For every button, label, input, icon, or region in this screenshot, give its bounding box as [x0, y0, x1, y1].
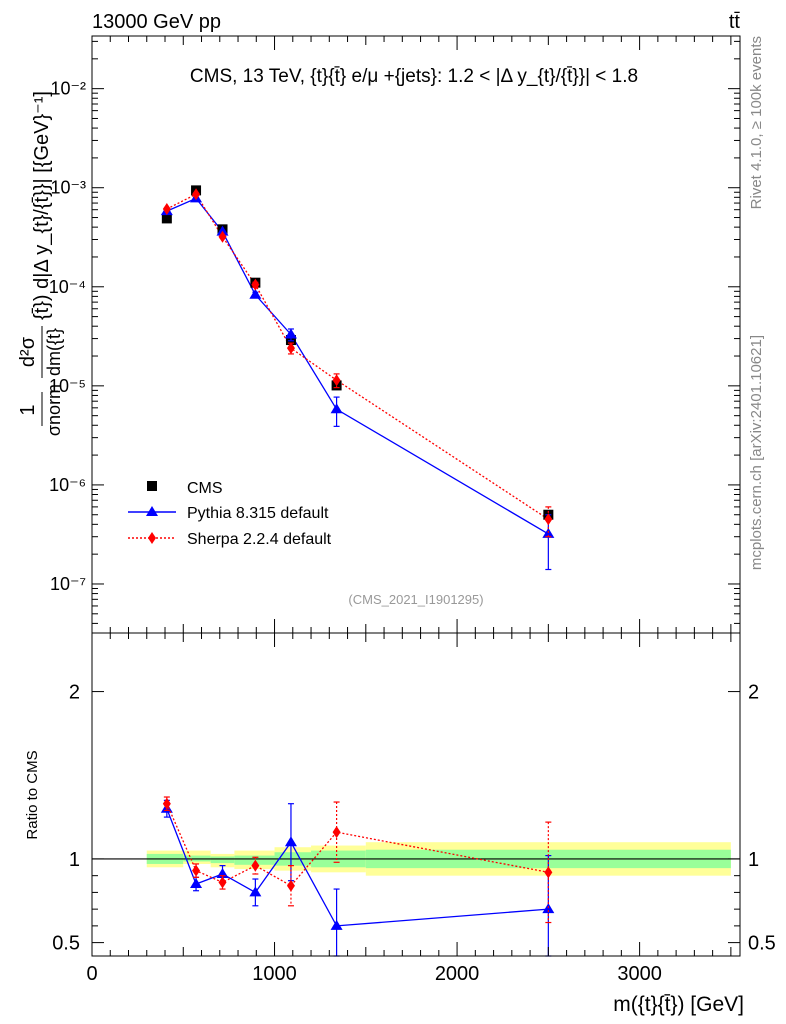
ylabel-frac-den: σnorm [44, 384, 64, 436]
ratio-point-sherpa-3 [251, 859, 260, 872]
ratio-point-sherpa-1 [192, 864, 201, 877]
main-point-sherpa-4 [286, 342, 295, 355]
ratio-ytick-label-right-1: 1 [748, 849, 759, 871]
ratio-point-sherpa-5 [332, 826, 341, 839]
legend-marker-sherpa [148, 532, 156, 544]
main-point-pythia-3 [249, 288, 262, 299]
ratio-band-green-3 [234, 855, 275, 865]
mcplots-label: mcplots.cern.ch [arXiv:2401.10621] [748, 335, 765, 570]
xtick-label-0: 0 [86, 963, 97, 985]
main-point-pythia-6 [542, 527, 555, 538]
header-final-state: tt̄ [729, 11, 741, 33]
main-point-pythia-4 [284, 328, 297, 339]
legend-label-pythia: Pythia 8.315 default [187, 505, 329, 522]
legend-marker-cms [147, 481, 157, 491]
ratio-errbar-sherpa-6 [545, 821, 552, 924]
ratio-axis-ticks: 0.5 0.5 1 1 2 2 0 1000 2000 3000 [52, 633, 776, 985]
x-axis-label: m({t}{t̄}) [GeV] [613, 993, 744, 1016]
xtick-label-2: 2000 [435, 963, 480, 985]
main-axis-ticks: 10⁻⁷ 10⁻⁶ 10⁻⁵ 10⁻⁴ 10⁻³ 10⁻² [49, 36, 740, 633]
legend-label-sherpa: Sherpa 2.2.4 default [187, 531, 332, 548]
ratio-y-label: Ratio to CMS [24, 750, 41, 839]
main-point-pythia-2 [216, 225, 229, 236]
ratio-errbar-sherpa-1 [193, 863, 200, 878]
ratio-point-sherpa-2 [218, 876, 227, 889]
ratio-point-pythia-3 [249, 886, 262, 897]
header-process: 13000 GeV pp [92, 11, 221, 33]
legend-marker-pythia [146, 506, 158, 516]
ratio-ytick-label-right-0: 0.5 [748, 933, 776, 955]
legend-entry-sherpa: Sherpa 2.2.4 default [128, 531, 332, 548]
ratio-point-sherpa-6 [544, 866, 553, 879]
ratio-band-green-2 [210, 856, 235, 864]
main-ytick-label-4: 10⁻³ [50, 178, 86, 198]
main-ytick-label-0: 10⁻⁷ [50, 574, 86, 594]
legend-label-cms: CMS [187, 480, 223, 497]
ratio-point-pythia-1 [190, 878, 203, 889]
main-point-sherpa-1 [192, 188, 201, 201]
ylabel-d2: d²σ [17, 336, 39, 367]
ratio-ytick-label-2: 2 [69, 682, 80, 704]
ratio-errbar-sherpa-5 [333, 801, 340, 863]
legend-entry-cms: CMS [147, 480, 223, 497]
ratio-point-sherpa-4 [286, 879, 295, 892]
xtick-label-1: 1000 [252, 963, 297, 985]
main-ytick-label-2: 10⁻⁵ [49, 376, 86, 396]
main-title: CMS, 13 TeV, {t}{t̄} e/μ +{jets}: 1.2 < … [190, 66, 638, 87]
main-errbar-sherpa-6 [545, 506, 552, 538]
main-ytick-label-3: 10⁻⁴ [49, 277, 86, 297]
legend-entry-pythia: Pythia 8.315 default [128, 505, 329, 522]
main-point-cms-0 [161, 213, 172, 224]
ratio-errbar-sherpa-0 [163, 796, 170, 811]
ratio-point-sherpa-0 [162, 797, 171, 810]
main-point-sherpa-0 [162, 202, 171, 215]
ratio-frame [91, 632, 741, 957]
main-line-pythia [166, 197, 549, 535]
main-y-label: 1 σnorm d²σ dm({t} {t̄}) d|Δ y_{t}/{t̄}}… [17, 91, 64, 436]
ratio-point-pythia-5 [330, 919, 343, 930]
ratio-ytick-label-1: 1 [69, 849, 80, 871]
xtick-label-3: 3000 [617, 963, 662, 985]
main-ytick-label-1: 10⁻⁶ [49, 475, 86, 495]
main-point-pythia-5 [330, 403, 343, 414]
ylabel-frac-num: 1 [17, 404, 39, 415]
watermark: (CMS_2021_I1901295) [348, 592, 483, 607]
legend: CMS Pythia 8.315 default Sherpa 2.2.4 de… [128, 480, 332, 548]
ratio-errbar-sherpa-2 [219, 875, 226, 890]
main-point-sherpa-5 [332, 374, 341, 387]
rivet-version-label: Rivet 4.1.0, ≥ 100k events [748, 36, 765, 209]
ratio-ytick-label-0: 0.5 [52, 933, 80, 955]
main-panel: 10⁻⁷ 10⁻⁶ 10⁻⁵ 10⁻⁴ 10⁻³ 10⁻² CMS, 13 TeV, {t… [17, 35, 741, 634]
main-point-sherpa-3 [251, 278, 260, 291]
main-line-sherpa [166, 193, 549, 520]
ratio-point-pythia-6 [542, 903, 555, 914]
main-point-sherpa-6 [544, 513, 553, 526]
main-errbar-sherpa-5 [333, 373, 340, 389]
ratio-ytick-label-right-2: 2 [748, 682, 759, 704]
main-ytick-label-5: 10⁻² [50, 79, 86, 99]
main-point-sherpa-2 [218, 230, 227, 243]
ratio-point-pythia-4 [284, 836, 297, 847]
ylabel-dm: dm({t} [44, 328, 64, 376]
ylabel-rest: {t̄}) d|Δ y_{t}/{t̄}}| [{GeV}⁻¹] [31, 91, 53, 320]
ratio-panel: 0.5 0.5 1 1 2 2 0 1000 2000 3000 Ratio to CMS m({… [24, 632, 776, 1016]
